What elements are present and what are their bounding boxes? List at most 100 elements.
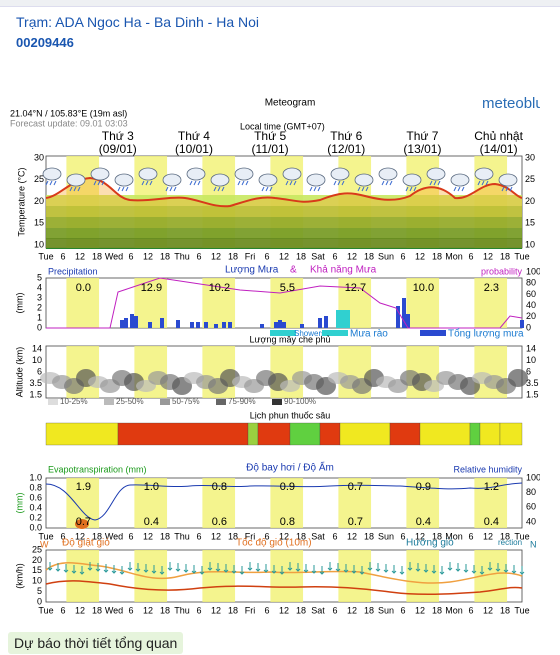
wind-arrow bbox=[471, 565, 477, 574]
temperature-band bbox=[46, 195, 522, 206]
evapo-top-value: 0.9 bbox=[416, 481, 431, 493]
wind-arrow bbox=[255, 563, 261, 572]
time-axis-label: Mon bbox=[445, 251, 463, 261]
axis-tick-label: 3.5 bbox=[29, 378, 42, 388]
time-axis-label: 18 bbox=[364, 251, 374, 261]
time-axis-label: 12 bbox=[279, 251, 289, 261]
spraying-title: Lịch phun thuốc sâu bbox=[250, 410, 331, 420]
wind-arrow bbox=[263, 564, 269, 573]
time-axis-label: 6 bbox=[332, 605, 337, 615]
time-axis-label: 12 bbox=[347, 251, 357, 261]
temperature-band bbox=[46, 217, 522, 228]
precip-bar bbox=[214, 324, 218, 328]
cloud-cover bbox=[508, 369, 528, 387]
day-date: (11/01) bbox=[252, 142, 289, 156]
cloud-legend-label: 50-75% bbox=[172, 397, 200, 406]
axis-tick-label: 60 bbox=[526, 502, 536, 512]
axis-tick-label: 20 bbox=[34, 196, 44, 206]
wind-arrow bbox=[335, 563, 341, 572]
time-axis-label: Tue bbox=[514, 605, 529, 615]
time-axis-label: Thu bbox=[174, 605, 190, 615]
time-axis-label: 12 bbox=[75, 251, 85, 261]
gust-label: Độ giật gió bbox=[62, 538, 110, 549]
wind-arrow bbox=[79, 566, 85, 575]
weather-icon-rain bbox=[237, 180, 249, 186]
day-name: Chủ nhật bbox=[474, 129, 523, 143]
weather-icon-cloud bbox=[258, 173, 278, 187]
wind-west: W bbox=[40, 539, 49, 549]
evapo-top-value: 1.0 bbox=[144, 481, 159, 493]
time-axis-label: 18 bbox=[500, 531, 510, 541]
probability-line bbox=[46, 277, 523, 329]
axis-tick-label: 20 bbox=[526, 311, 536, 321]
time-axis-label: 6 bbox=[400, 251, 405, 261]
axis-tick-label: 3.5 bbox=[526, 378, 539, 388]
meteogram: Meteogram meteoblue 21.04°N / 105.83°E (19… bbox=[8, 92, 540, 624]
precip-title-amp: & bbox=[290, 265, 297, 276]
day-name: Thứ 5 bbox=[254, 129, 286, 143]
brand: meteoblue bbox=[482, 95, 540, 112]
daytime-band bbox=[338, 550, 372, 602]
legend-swatch bbox=[270, 330, 296, 336]
wind-arrow bbox=[183, 564, 189, 573]
precip-bar bbox=[134, 316, 138, 328]
wind-arrow bbox=[167, 562, 173, 571]
time-axis-label: 12 bbox=[347, 605, 357, 615]
time-axis-label: 6 bbox=[128, 605, 133, 615]
wind-arrow bbox=[399, 566, 405, 575]
top-bar bbox=[0, 0, 560, 7]
time-axis-label: 6 bbox=[332, 251, 337, 261]
precip-bar bbox=[160, 318, 164, 328]
evapo-top-value: 1.9 bbox=[76, 481, 91, 493]
precip-bar bbox=[222, 322, 226, 328]
time-axis-label: 6 bbox=[128, 531, 133, 541]
weather-icon-rain bbox=[189, 180, 201, 186]
axis-tick-label: 10 bbox=[32, 576, 42, 586]
time-axis-label: 12 bbox=[279, 605, 289, 615]
precip-bar bbox=[124, 318, 128, 328]
cloud-legend-label: 10-25% bbox=[60, 397, 88, 406]
time-axis-label: 6 bbox=[60, 251, 65, 261]
precip-bar bbox=[324, 316, 328, 328]
spraying-segment bbox=[479, 422, 501, 446]
time-axis-label: Fri bbox=[245, 605, 256, 615]
precip-bar bbox=[318, 318, 322, 328]
wind-arrow bbox=[439, 566, 445, 575]
wind-arrow bbox=[407, 562, 413, 571]
direction-label: Hướng gió bbox=[406, 538, 454, 549]
evapo-top-value: 1.2 bbox=[484, 481, 499, 493]
weather-icon-rain bbox=[69, 186, 81, 192]
time-axis-label: 6 bbox=[60, 531, 65, 541]
time-axis-label: 12 bbox=[143, 605, 153, 615]
spraying-segment bbox=[247, 422, 259, 446]
axis-tick-label: 3 bbox=[37, 292, 42, 302]
evapo-bottom-value: 0.4 bbox=[144, 516, 159, 528]
weather-icon-rain bbox=[93, 180, 105, 186]
daytime-band bbox=[338, 478, 372, 528]
wind-arrow bbox=[295, 563, 301, 572]
weather-icon-cloud bbox=[498, 173, 518, 187]
wind-arrow bbox=[95, 563, 101, 572]
weather-icon-rain bbox=[477, 180, 489, 186]
axis-tick-label: 20 bbox=[32, 555, 42, 565]
cloud-legend-swatch bbox=[216, 399, 226, 405]
overview-button[interactable]: Dự báo thời tiết tổng quan bbox=[8, 632, 184, 654]
time-axis-label: Sat bbox=[311, 531, 325, 541]
weather-icon-cloud bbox=[282, 167, 302, 181]
evapo-bottom-value: 0.7 bbox=[76, 516, 91, 528]
wind-arrow bbox=[423, 564, 429, 573]
wind-arrow bbox=[319, 566, 325, 575]
weather-icon-cloud bbox=[330, 167, 350, 181]
wind-arrow bbox=[375, 563, 381, 572]
axis-tick-label: 2 bbox=[37, 302, 42, 312]
axis-tick-label: 15 bbox=[34, 218, 44, 228]
wind-arrow bbox=[231, 565, 237, 574]
wind-arrow bbox=[111, 565, 117, 574]
day-date: (13/01) bbox=[403, 142, 441, 156]
time-axis-label: Mon bbox=[445, 531, 463, 541]
time-axis-label: 18 bbox=[296, 605, 306, 615]
location: 21.04°N / 105.83°E (19m asl) bbox=[10, 108, 127, 118]
precip-bar bbox=[282, 322, 286, 328]
time-axis-label: 18 bbox=[500, 605, 510, 615]
